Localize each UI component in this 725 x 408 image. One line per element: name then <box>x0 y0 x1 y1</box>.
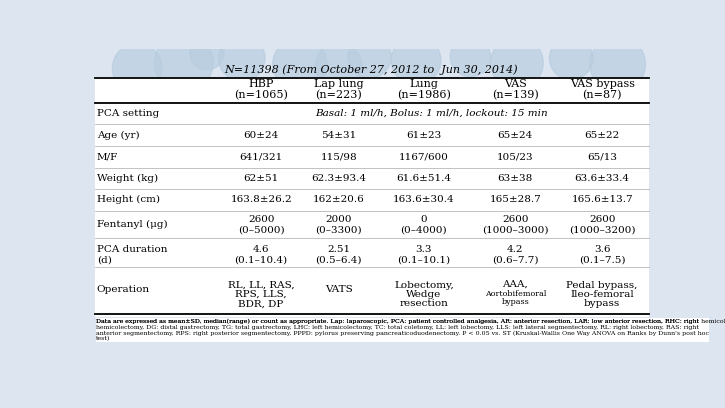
Bar <box>94 77 649 317</box>
Text: 63.6±33.4: 63.6±33.4 <box>575 174 629 183</box>
Text: 1167/600: 1167/600 <box>399 152 449 161</box>
Text: PCA setting: PCA setting <box>97 109 159 118</box>
Text: 54±31: 54±31 <box>321 131 356 140</box>
Text: (n=139): (n=139) <box>492 90 539 100</box>
Circle shape <box>218 35 265 81</box>
Text: bypass: bypass <box>502 298 529 306</box>
Text: Data are expressed as mean±SD, median(range) or count as appropriate. Lap: lapar: Data are expressed as mean±SD, median(ra… <box>96 319 725 324</box>
Text: (1000–3000): (1000–3000) <box>482 225 549 235</box>
Text: 162±20.6: 162±20.6 <box>312 195 365 204</box>
Text: Lap lung: Lap lung <box>314 80 363 89</box>
Circle shape <box>450 37 491 77</box>
Text: Lobectomy,: Lobectomy, <box>394 281 454 290</box>
Text: (0.1–10.4): (0.1–10.4) <box>235 255 288 264</box>
Circle shape <box>273 38 327 91</box>
Text: bypass: bypass <box>584 299 621 308</box>
Text: Basal: 1 ml/h, Bolus: 1 ml/h, lockout: 15 min: Basal: 1 ml/h, Bolus: 1 ml/h, lockout: 1… <box>315 109 548 118</box>
Text: 4.6: 4.6 <box>253 246 270 255</box>
Text: N=11398 (From October 27, 2012 to  Jun 30, 2014): N=11398 (From October 27, 2012 to Jun 30… <box>224 64 518 75</box>
Text: HBP: HBP <box>249 80 274 89</box>
Circle shape <box>589 37 645 92</box>
Text: resection: resection <box>399 299 448 308</box>
Text: (n=87): (n=87) <box>582 90 622 100</box>
Text: 2000: 2000 <box>326 215 352 224</box>
Text: Fentanyl (μg): Fentanyl (μg) <box>97 220 167 229</box>
Circle shape <box>491 37 543 89</box>
Text: (n=223): (n=223) <box>315 90 362 100</box>
Circle shape <box>550 37 593 80</box>
Text: 105/23: 105/23 <box>497 152 534 161</box>
Text: (0.6–7.7): (0.6–7.7) <box>492 255 539 264</box>
Text: (0–5000): (0–5000) <box>238 225 284 235</box>
Text: Aortobifemoral: Aortobifemoral <box>484 290 546 298</box>
Circle shape <box>348 35 392 78</box>
Text: (0–3300): (0–3300) <box>315 225 362 235</box>
Text: Age (yr): Age (yr) <box>97 131 139 140</box>
Circle shape <box>154 33 213 92</box>
Text: 61±23: 61±23 <box>406 131 442 140</box>
Text: BDR, DP: BDR, DP <box>239 299 283 308</box>
Text: Height (cm): Height (cm) <box>97 195 160 204</box>
Text: 165.6±13.7: 165.6±13.7 <box>571 195 633 204</box>
Text: 165±28.7: 165±28.7 <box>489 195 541 204</box>
Text: (0.1–10.1): (0.1–10.1) <box>397 255 450 264</box>
Text: Pedal bypass,: Pedal bypass, <box>566 281 638 290</box>
Text: 4.2: 4.2 <box>507 246 523 255</box>
Text: (d): (d) <box>97 255 112 264</box>
Text: AAA,: AAA, <box>502 279 529 288</box>
Text: 641/321: 641/321 <box>239 152 283 161</box>
Circle shape <box>190 36 224 70</box>
Text: 163.6±30.4: 163.6±30.4 <box>393 195 455 204</box>
Circle shape <box>392 36 441 85</box>
Text: VAS bypass: VAS bypass <box>570 80 634 89</box>
Text: 2600: 2600 <box>248 215 274 224</box>
Text: Lung: Lung <box>410 80 439 89</box>
Text: 65/13: 65/13 <box>587 152 617 161</box>
Text: 3.3: 3.3 <box>415 246 432 255</box>
Text: 0: 0 <box>420 215 427 224</box>
Text: 62.3±93.4: 62.3±93.4 <box>311 174 366 183</box>
Text: Wedge: Wedge <box>406 290 442 299</box>
Text: Operation: Operation <box>97 286 150 295</box>
Text: (n=1986): (n=1986) <box>397 90 451 100</box>
Text: 65±22: 65±22 <box>584 131 620 140</box>
Text: (1000–3200): (1000–3200) <box>569 225 635 235</box>
Text: (n=1065): (n=1065) <box>234 90 288 100</box>
Text: (0.1–7.5): (0.1–7.5) <box>579 255 626 264</box>
Text: (0.5–6.4): (0.5–6.4) <box>315 255 362 264</box>
Text: 2600: 2600 <box>589 215 616 224</box>
Text: 60±24: 60±24 <box>244 131 278 140</box>
Text: VAS: VAS <box>504 80 527 89</box>
Text: 2600: 2600 <box>502 215 529 224</box>
Text: 3.6: 3.6 <box>594 246 610 255</box>
Text: PCA duration: PCA duration <box>97 246 167 255</box>
Text: Ileo-femoral: Ileo-femoral <box>571 290 634 299</box>
Text: RPS, LLS,: RPS, LLS, <box>236 290 287 299</box>
Text: M/F: M/F <box>97 152 118 161</box>
Text: 63±38: 63±38 <box>497 174 533 183</box>
Text: 65±24: 65±24 <box>497 131 533 140</box>
Text: VATS: VATS <box>325 286 352 295</box>
Text: 2.51: 2.51 <box>327 246 350 255</box>
Text: Data are expressed as mean±SD, median(range) or count as appropriate. Lap: lapar: Data are expressed as mean±SD, median(ra… <box>96 319 709 341</box>
Text: 115/98: 115/98 <box>320 152 357 161</box>
Text: (0–4000): (0–4000) <box>400 225 447 235</box>
Text: 62±51: 62±51 <box>244 174 278 183</box>
Text: 61.6±51.4: 61.6±51.4 <box>397 174 452 183</box>
Text: Weight (kg): Weight (kg) <box>97 174 158 183</box>
Circle shape <box>315 43 362 89</box>
Circle shape <box>112 44 162 93</box>
Text: RL, LL, RAS,: RL, LL, RAS, <box>228 281 294 290</box>
Text: 163.8±26.2: 163.8±26.2 <box>231 195 292 204</box>
